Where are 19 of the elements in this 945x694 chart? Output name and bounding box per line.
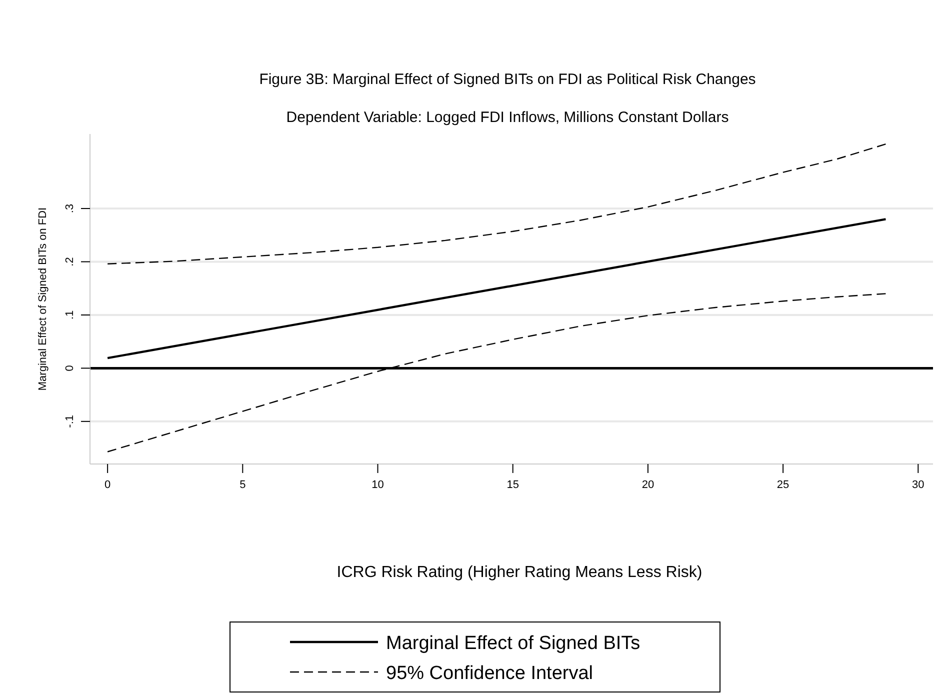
y-axis-title: Marginal Effect of Signed BITs on FDI <box>37 207 49 391</box>
y-tick-label: .1 <box>64 310 76 320</box>
x-tick-label: 30 <box>912 479 924 491</box>
y-tick-label: .2 <box>64 257 76 266</box>
y-tick-label: -.1 <box>64 414 76 428</box>
x-tick-label: 10 <box>372 479 384 491</box>
x-axis-title: ICRG Risk Rating (Higher Rating Means Less Risk) <box>336 564 702 581</box>
chart-title: Figure 3B: Marginal Effect of Signed BITs on FDI as Political Risk Changes <box>259 71 756 88</box>
chart-subtitle: Dependent Variable: Logged FDI Inflows, Millions Constant Dollars <box>286 109 729 126</box>
line-series <box>106 144 886 264</box>
legend-label: 95% Confidence Interval <box>386 663 594 684</box>
y-tick-label: 0 <box>64 365 76 372</box>
legend-label: Marginal Effect of Signed BITs <box>386 633 640 654</box>
y-tick-label: .3 <box>64 204 76 214</box>
x-tick-label: 25 <box>776 479 790 491</box>
x-tick-label: 5 <box>240 479 246 491</box>
x-tick-label: 20 <box>642 479 654 491</box>
x-tick-label: 15 <box>506 479 519 491</box>
x-tick-label: 0 <box>104 479 111 491</box>
